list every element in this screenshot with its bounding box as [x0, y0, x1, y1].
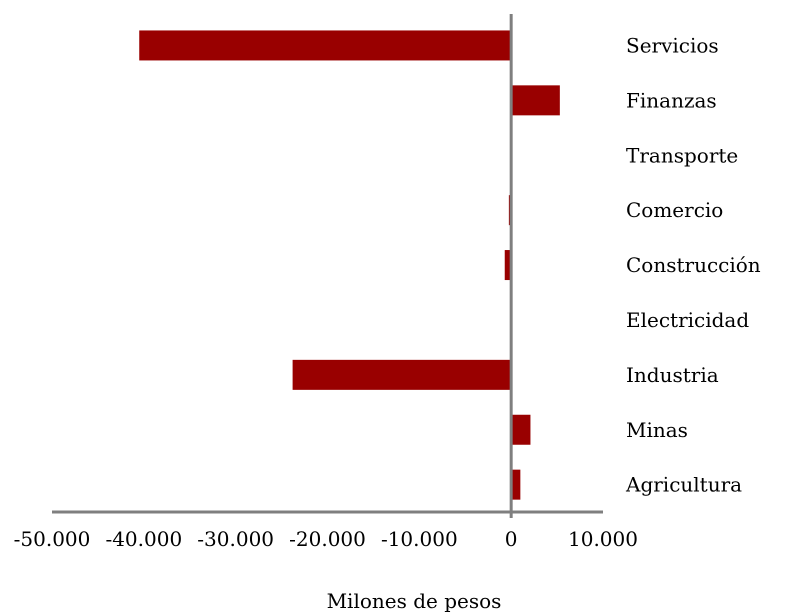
category-label: Minas: [626, 418, 688, 442]
bars: [139, 30, 560, 500]
category-label: Servicios: [626, 33, 719, 57]
bar-servicios: [139, 30, 512, 61]
x-axis-title: Milones de pesos: [327, 589, 502, 613]
bar-finanzas: [511, 85, 560, 116]
x-tick-label: -50.000: [14, 527, 91, 551]
category-label: Electricidad: [626, 308, 749, 332]
bar-industria: [292, 359, 512, 390]
bar-minas: [511, 414, 531, 445]
x-tick-label: -10.000: [381, 527, 458, 551]
x-tick-label: -20.000: [289, 527, 366, 551]
x-tick-labels: -50.000 -40.000 -30.000 -20.000 -10.000 0 10.0…: [14, 527, 638, 551]
x-tick-label: -30.000: [197, 527, 274, 551]
category-labels: Servicios Finanzas Transporte Comercio Const…: [625, 33, 761, 496]
category-label: Construcción: [626, 253, 761, 277]
x-tick-label: 0: [505, 527, 518, 551]
category-label: Transporte: [626, 143, 738, 167]
category-label: Comercio: [626, 198, 723, 222]
category-label: Industria: [626, 363, 719, 387]
bar-agricultura: [511, 469, 521, 500]
bar-construcción: [504, 250, 512, 281]
x-tick-label: -40.000: [105, 527, 182, 551]
category-label: Finanzas: [626, 88, 717, 112]
x-tick-label: 10.000: [568, 527, 638, 551]
category-label: Agricultura: [625, 473, 742, 497]
